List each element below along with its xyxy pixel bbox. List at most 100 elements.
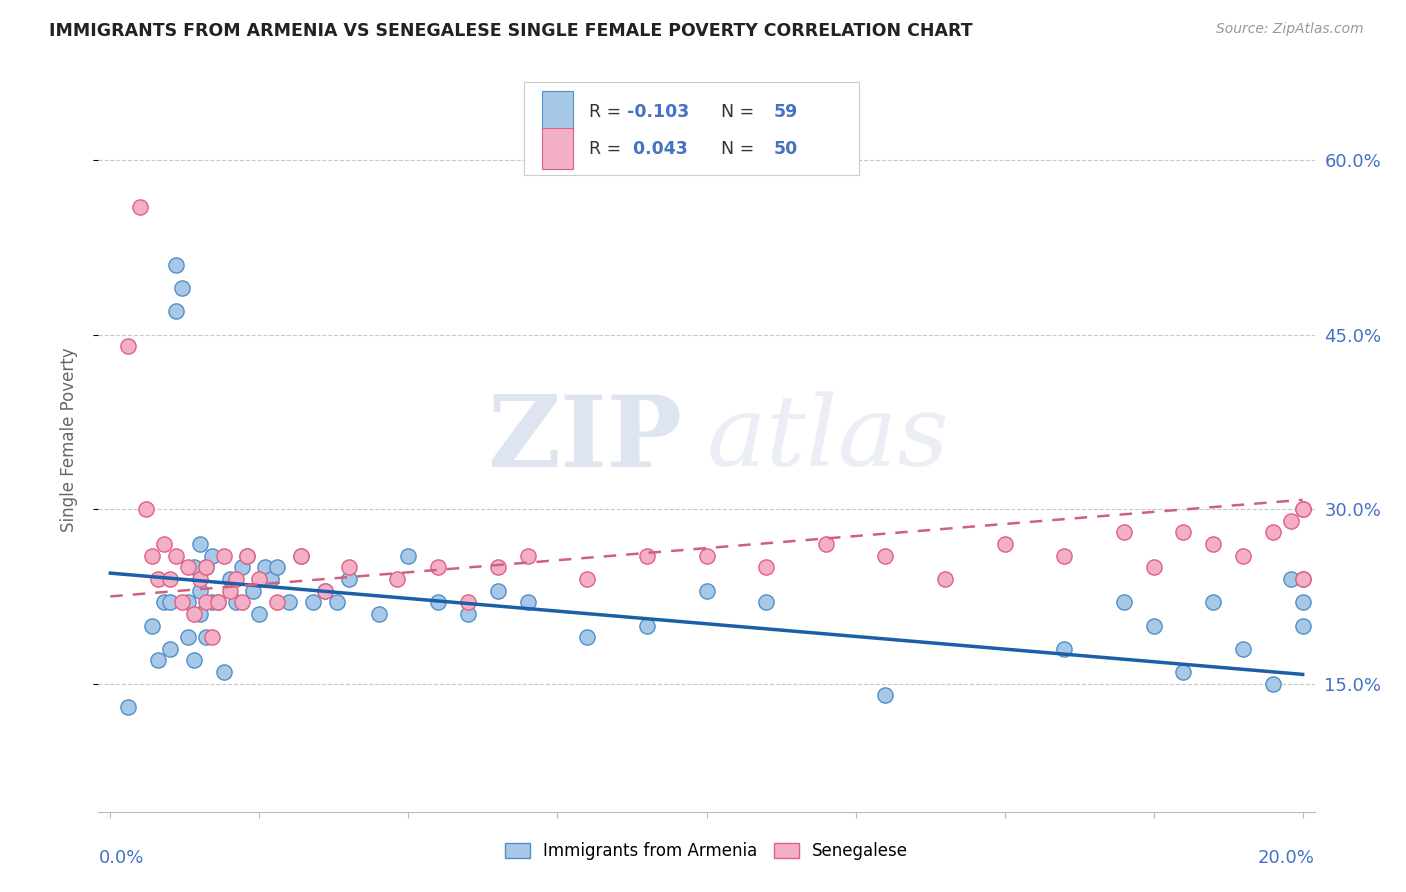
Point: [875, 549, 897, 563]
Point: [516, 549, 538, 563]
Point: [177, 595, 200, 609]
Point: [201, 549, 224, 563]
Text: Source: ZipAtlas.com: Source: ZipAtlas.com: [1216, 22, 1364, 37]
Point: [242, 583, 264, 598]
Point: [159, 641, 181, 656]
Point: [159, 572, 181, 586]
Point: [117, 700, 139, 714]
Point: [1053, 641, 1076, 656]
Point: [457, 595, 479, 609]
Point: [486, 583, 509, 598]
Point: [194, 595, 217, 609]
Point: [427, 595, 450, 609]
Point: [260, 572, 283, 586]
Point: [1292, 618, 1315, 632]
Point: [177, 560, 200, 574]
Point: [457, 607, 479, 621]
Point: [427, 560, 450, 574]
Point: [231, 595, 253, 609]
Point: [516, 595, 538, 609]
Point: [236, 549, 259, 563]
Point: [266, 560, 288, 574]
Text: ZIP: ZIP: [488, 391, 682, 488]
Point: [290, 549, 312, 563]
Point: [314, 583, 336, 598]
Text: N =: N =: [710, 140, 759, 158]
Point: [247, 607, 270, 621]
Text: 50: 50: [773, 140, 797, 158]
Point: [188, 583, 211, 598]
Point: [337, 572, 360, 586]
Text: N =: N =: [710, 103, 759, 120]
Point: [141, 549, 163, 563]
Point: [183, 560, 205, 574]
Point: [1112, 525, 1135, 540]
Point: [1279, 572, 1302, 586]
Point: [814, 537, 837, 551]
Point: [212, 549, 235, 563]
Point: [194, 560, 217, 574]
Point: [165, 304, 187, 318]
FancyBboxPatch shape: [543, 91, 572, 132]
Point: [194, 630, 217, 644]
Point: [146, 572, 169, 586]
Point: [207, 595, 229, 609]
Point: [1261, 676, 1284, 690]
Text: atlas: atlas: [707, 392, 949, 487]
Text: -0.103: -0.103: [627, 103, 690, 120]
Point: [1173, 665, 1195, 679]
Point: [367, 607, 389, 621]
Point: [696, 549, 718, 563]
Text: 0.043: 0.043: [627, 140, 688, 158]
Point: [576, 630, 599, 644]
Point: [1279, 514, 1302, 528]
Point: [141, 618, 163, 632]
Point: [1292, 595, 1315, 609]
Point: [236, 549, 259, 563]
Text: 20.0%: 20.0%: [1258, 849, 1315, 867]
Point: [117, 339, 139, 353]
Point: [1112, 595, 1135, 609]
Text: 59: 59: [773, 103, 797, 120]
Point: [129, 200, 152, 214]
Point: [934, 572, 956, 586]
Point: [385, 572, 408, 586]
Point: [290, 549, 312, 563]
Point: [337, 560, 360, 574]
Point: [1232, 641, 1254, 656]
Point: [636, 618, 658, 632]
Point: [576, 572, 599, 586]
Point: [396, 549, 419, 563]
Point: [183, 653, 205, 667]
Point: [194, 560, 217, 574]
Point: [302, 595, 325, 609]
Legend: Immigrants from Armenia, Senegalese: Immigrants from Armenia, Senegalese: [498, 836, 915, 867]
Point: [1143, 560, 1166, 574]
Point: [755, 595, 778, 609]
Point: [326, 595, 349, 609]
Point: [994, 537, 1017, 551]
Point: [266, 595, 288, 609]
Point: [153, 537, 176, 551]
Point: [188, 572, 211, 586]
Point: [486, 560, 509, 574]
Text: R =: R =: [589, 140, 626, 158]
Point: [254, 560, 277, 574]
Text: 0.0%: 0.0%: [98, 849, 143, 867]
Point: [1292, 572, 1315, 586]
Point: [1202, 595, 1225, 609]
Text: R =: R =: [589, 103, 626, 120]
FancyBboxPatch shape: [524, 82, 859, 175]
Point: [1292, 502, 1315, 516]
Point: [1292, 502, 1315, 516]
Point: [212, 665, 235, 679]
Text: IMMIGRANTS FROM ARMENIA VS SENEGALESE SINGLE FEMALE POVERTY CORRELATION CHART: IMMIGRANTS FROM ARMENIA VS SENEGALESE SI…: [49, 22, 973, 40]
Point: [188, 607, 211, 621]
Point: [135, 502, 157, 516]
Point: [247, 572, 270, 586]
Point: [165, 549, 187, 563]
Point: [201, 630, 224, 644]
Point: [696, 583, 718, 598]
Point: [755, 560, 778, 574]
Point: [1232, 549, 1254, 563]
